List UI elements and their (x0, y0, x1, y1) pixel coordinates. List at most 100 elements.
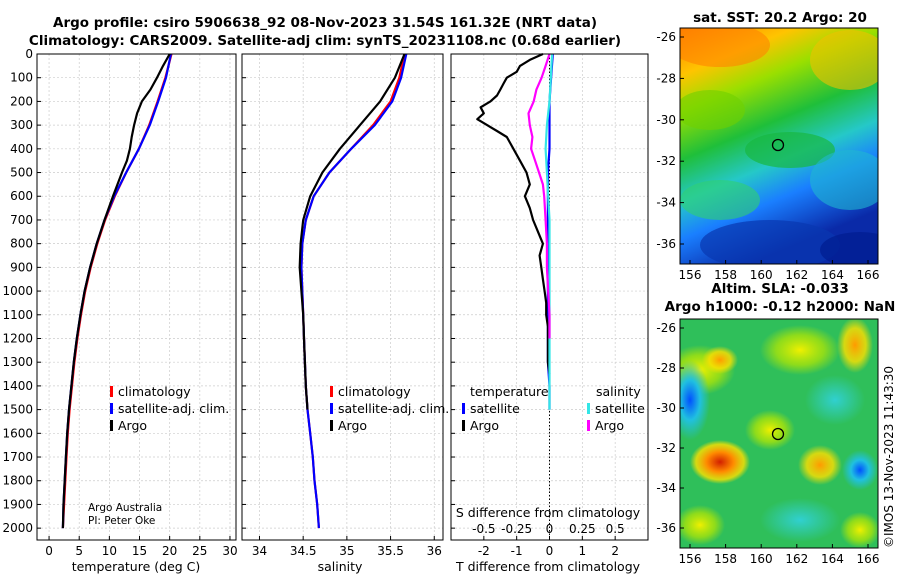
depth-tick-label: 900 (10, 260, 33, 274)
difference-x-tick-label: 0 (546, 544, 554, 558)
sla-map (680, 319, 878, 548)
sst-map-x-tick-label: 162 (785, 268, 808, 282)
legend-label-t-satellite: satellite (470, 401, 520, 416)
sla-map-title-line2: Argo h1000: -0.12 h2000: NaN (665, 299, 896, 315)
salinity-series-climatology (300, 53, 406, 529)
sla-map-y-tick-label: -26 (656, 321, 676, 335)
depth-tick-label: 1800 (2, 474, 33, 488)
sst-map-title: sat. SST: 20.2 Argo: 20 (693, 10, 867, 26)
figure-title-line1: Argo profile: csiro 5906638_92 08-Nov-20… (53, 15, 597, 31)
temperature-xlabel: temperature (deg C) (72, 559, 201, 574)
sst-map-y-tick-label: -26 (656, 30, 676, 44)
difference-s-tick-label: 0.5 (606, 522, 625, 536)
legend-label-climatology: climatology (338, 384, 411, 399)
figure-title-line2: Climatology: CARS2009. Satellite-adj cli… (29, 33, 621, 49)
sst-patch (810, 150, 878, 210)
difference-legend-temperature: temperature satellite Argo (462, 384, 549, 433)
legend-swatch-s-satellite (587, 403, 590, 414)
temperature-x-tick-label: 25 (192, 544, 207, 558)
sst-map-y-tick-label: -36 (656, 237, 676, 251)
difference-s-tick-label: -0.25 (501, 522, 532, 536)
depth-tick-label: 0 (25, 47, 33, 61)
sla-blob (745, 410, 795, 450)
sla-map-x-tick-label: 160 (750, 552, 773, 566)
depth-tick-label: 400 (10, 142, 33, 156)
depth-tick-label: 600 (10, 189, 33, 203)
sst-map-y-tick-label: -30 (656, 113, 676, 127)
sla-blob (760, 498, 840, 542)
sla-map-x-tick-label: 166 (857, 552, 880, 566)
sla-blob (690, 440, 750, 484)
sla-map-y-tick-label: -36 (656, 521, 676, 535)
sla-map-y-tick-label: -32 (656, 441, 676, 455)
tick-layer: 0 5 10 15 20 25 30 34 34.5 35 35.5 36 -2 -1 0 1 20100200… (2, 47, 624, 558)
depth-tick-label: 700 (10, 213, 33, 227)
salinity-legend: climatology satellite-adj. clim. Argo (330, 384, 449, 433)
legend-label-s-satellite: satellite (595, 401, 645, 416)
difference-s-tick-label: -0.5 (472, 522, 495, 536)
legend-label-argo: Argo (338, 418, 367, 433)
legend-swatch-argo (330, 420, 333, 431)
legend-label-argo: Argo (118, 418, 147, 433)
sst-patch (680, 90, 745, 130)
legend-swatch-t-argo (462, 420, 465, 431)
depth-tick-label: 1600 (2, 426, 33, 440)
depth-tick-label: 1400 (2, 379, 33, 393)
legend-swatch-climatology (330, 386, 333, 397)
difference-xlabel: T difference from climatology (455, 559, 641, 574)
sst-patch (680, 180, 760, 220)
difference-s-tick-label: 0 (546, 522, 554, 536)
sst-map-x-tick-label: 160 (750, 268, 773, 282)
salinity-x-tick-label: 35.5 (377, 544, 404, 558)
temperature-x-tick-label: 5 (75, 544, 83, 558)
sst-map-x-tick-label: 166 (857, 268, 880, 282)
sla-blob (760, 325, 840, 375)
sla-blob (840, 512, 878, 548)
sst-patch (680, 28, 770, 67)
legend-label-climatology: climatology (118, 384, 191, 399)
sla-map-y-tick-label: -34 (656, 481, 676, 495)
sst-map-y-tick-label: -28 (656, 71, 676, 85)
difference-x-tick-label: 1 (579, 544, 587, 558)
sst-map-x-tick-label: 164 (821, 268, 844, 282)
sst-patch (820, 232, 878, 264)
copyright-stamp: ©IMOS 13-Nov-2023 11:43:30 (882, 366, 896, 548)
sla-map-title-line1: Altim. SLA: -0.033 (711, 281, 848, 297)
sla-blob (798, 445, 842, 485)
legend-label-satellite-adj: satellite-adj. clim. (118, 401, 229, 416)
difference-series-temperature-argo (476, 52, 551, 375)
axes-frame-layer (36, 53, 649, 541)
credit-line2: PI: Peter Oke (88, 515, 155, 527)
depth-tick-label: 1500 (2, 403, 33, 417)
sla-map-x-tick-label: 162 (785, 552, 808, 566)
sla-map-x-tick-label: 156 (679, 552, 702, 566)
sst-map-x-tick-label: 156 (679, 268, 702, 282)
sst-map-y-tick-label: -34 (656, 196, 676, 210)
depth-tick-label: 200 (10, 94, 33, 108)
legend-swatch-t-satellite (462, 403, 465, 414)
legend-swatch-satellite-adj (110, 403, 113, 414)
legend-swatch-s-argo (587, 420, 590, 431)
sla-blob (702, 346, 738, 374)
sst-patch (810, 30, 878, 90)
sst-map-x-tick-label: 158 (714, 268, 737, 282)
legend-swatch-climatology (110, 386, 113, 397)
depth-tick-label: 100 (10, 71, 33, 85)
depth-tick-label: 1100 (2, 308, 33, 322)
temperature-x-tick-label: 20 (162, 544, 177, 558)
sla-blob (805, 375, 865, 425)
salinity-x-tick-label: 36 (427, 544, 442, 558)
grid-layer (37, 53, 648, 540)
legend-label-satellite-adj: satellite-adj. clim. (338, 401, 449, 416)
legend-label-t-argo: Argo (470, 418, 499, 433)
sla-map-x-tick-label: 164 (821, 552, 844, 566)
sla-map-y-tick-label: -30 (656, 401, 676, 415)
salinity-x-tick-label: 34.5 (290, 544, 317, 558)
temperature-series-argo (61, 53, 171, 529)
map-tick-layer: 156 158 160 162 164 166 -26 -28 -30 -32 -34 -36 156 1… (656, 30, 879, 566)
salinity-x-tick-label: 34 (252, 544, 267, 558)
temperature-x-tick-label: 0 (45, 544, 53, 558)
difference-s-tick-label: 0.25 (569, 522, 596, 536)
legend-swatch-satellite-adj (330, 403, 333, 414)
